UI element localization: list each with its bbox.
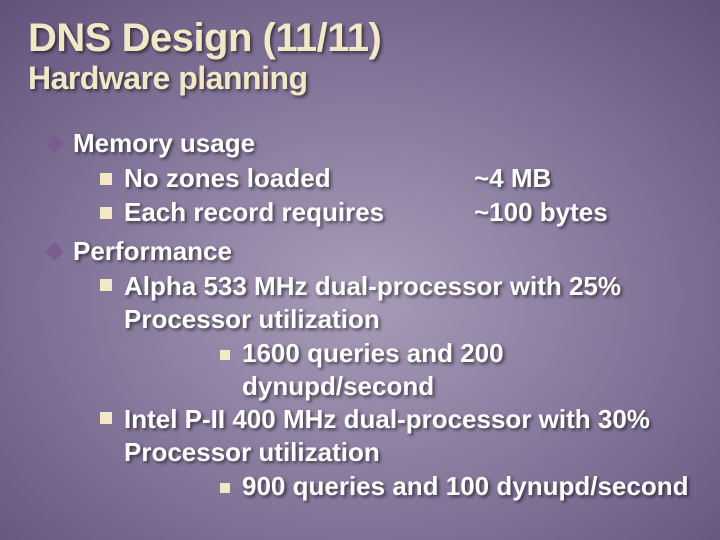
diamond-bullet-icon	[45, 242, 63, 260]
list-item: No zones loaded ~4 MB	[100, 162, 692, 195]
item-label: No zones loaded	[124, 162, 474, 195]
sub-list: 900 queries and 100 dynupd/second	[100, 470, 692, 503]
item-value: ~100 bytes	[474, 196, 692, 229]
diamond-bullet-icon	[45, 134, 63, 152]
list-item: Each record requires ~100 bytes	[100, 196, 692, 229]
section-performance: Performance	[28, 235, 692, 268]
slide-subtitle: Hardware planning	[28, 60, 692, 97]
item-text: Intel P-II 400 MHz dual-processor with 3…	[124, 403, 692, 470]
item-label: Each record requires	[124, 196, 474, 229]
item-value: ~4 MB	[474, 162, 692, 195]
slide-body: Memory usage No zones loaded ~4 MB Each …	[28, 127, 692, 503]
sub-item-text: 1600 queries and 200 dynupd/second	[242, 337, 692, 404]
slide-title: DNS Design (11/11)	[28, 18, 692, 58]
list-item: 1600 queries and 200 dynupd/second	[220, 337, 692, 404]
square-bullet-icon	[220, 350, 230, 360]
square-bullet-icon	[100, 207, 112, 219]
performance-items: Alpha 533 MHz dual-processor with 25% Pr…	[28, 270, 692, 503]
square-bullet-icon	[100, 173, 112, 185]
square-bullet-icon	[100, 412, 112, 424]
item-text: Alpha 533 MHz dual-processor with 25% Pr…	[124, 270, 692, 337]
list-item: 900 queries and 100 dynupd/second	[220, 470, 692, 503]
memory-items: No zones loaded ~4 MB Each record requir…	[28, 162, 692, 229]
sub-item-text: 900 queries and 100 dynupd/second	[242, 470, 688, 503]
list-item: Alpha 533 MHz dual-processor with 25% Pr…	[100, 270, 692, 337]
sub-list: 1600 queries and 200 dynupd/second	[100, 337, 692, 404]
section-memory-usage: Memory usage	[28, 127, 692, 160]
section-heading: Memory usage	[73, 127, 255, 160]
square-bullet-icon	[100, 279, 112, 291]
square-bullet-icon	[220, 483, 230, 493]
section-heading: Performance	[73, 235, 232, 268]
list-item: Intel P-II 400 MHz dual-processor with 3…	[100, 403, 692, 470]
